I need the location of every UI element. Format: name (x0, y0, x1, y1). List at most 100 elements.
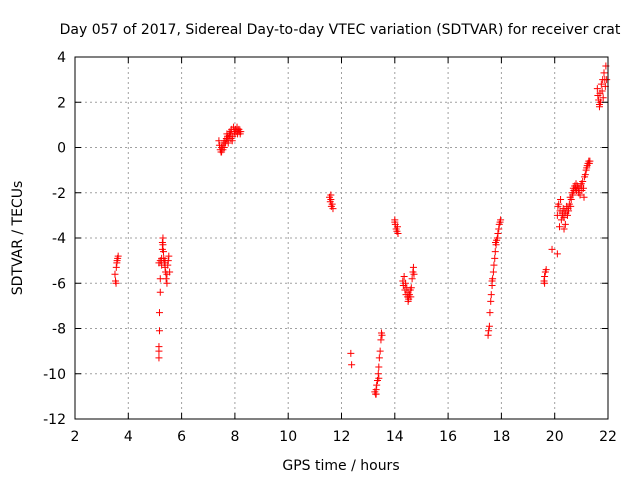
data-point (548, 245, 556, 253)
data-point (223, 130, 231, 138)
data-point (218, 148, 226, 156)
y-tick-label: -2 (52, 186, 66, 202)
data-point (401, 279, 409, 287)
data-point (224, 139, 232, 147)
data-point (491, 248, 499, 256)
data-point (328, 200, 336, 208)
grid-lines (75, 57, 608, 419)
data-point (393, 223, 401, 231)
data-point (569, 191, 577, 199)
data-point (563, 211, 571, 219)
y-tick-label: 4 (57, 50, 66, 66)
data-point (159, 248, 167, 256)
data-point (410, 270, 418, 278)
x-tick-label: 20 (546, 429, 564, 445)
data-point (586, 157, 594, 165)
data-points (111, 62, 611, 398)
data-point (486, 309, 494, 317)
data-point (373, 381, 381, 389)
x-tick-label: 6 (177, 429, 186, 445)
data-point (220, 144, 228, 151)
data-point (155, 354, 163, 362)
y-tick-label: 0 (57, 141, 66, 157)
data-point (159, 241, 167, 249)
data-point (155, 309, 163, 317)
data-point (492, 239, 500, 247)
y-tick-label: -4 (52, 231, 66, 247)
data-point (565, 207, 573, 215)
data-point (485, 327, 493, 335)
x-tick-label: 10 (279, 429, 297, 445)
data-point (375, 363, 383, 371)
data-point (555, 200, 563, 208)
x-tick-label: 18 (492, 429, 510, 445)
data-point (490, 261, 498, 269)
y-tick-label: -12 (43, 412, 66, 428)
data-point (593, 85, 601, 93)
y-tick-label: -6 (52, 276, 66, 292)
axis-ticks (74, 56, 609, 420)
data-point (567, 196, 575, 204)
data-point (391, 218, 399, 226)
data-point (553, 250, 561, 258)
data-point (555, 223, 563, 231)
data-point (159, 234, 167, 242)
data-point (598, 87, 606, 95)
data-point (156, 275, 164, 283)
data-point (561, 220, 569, 228)
data-point (485, 322, 493, 330)
data-point (160, 254, 168, 262)
data-point (541, 272, 549, 280)
y-axis-title: SDTVAR / TECUs (10, 181, 26, 296)
y-tick-label: -8 (52, 322, 66, 338)
data-point (487, 291, 495, 299)
data-point (497, 216, 505, 224)
data-point (164, 261, 172, 269)
x-tick-label: 22 (599, 429, 617, 445)
data-point (327, 191, 335, 199)
data-point (407, 293, 415, 301)
data-point (112, 263, 120, 271)
data-point (155, 343, 163, 351)
data-point (595, 103, 603, 111)
chart-title: Day 057 of 2017, Sidereal Day-to-day VTE… (60, 22, 621, 38)
data-point (495, 225, 503, 233)
data-point (112, 279, 120, 287)
x-tick-label: 8 (230, 429, 239, 445)
data-point (374, 370, 382, 378)
data-point (542, 266, 550, 274)
data-point (237, 128, 245, 136)
data-point (576, 191, 584, 199)
data-point (600, 69, 608, 77)
data-point (166, 268, 174, 276)
data-point (487, 297, 495, 305)
x-tick-label: 12 (333, 429, 351, 445)
x-tick-label: 4 (124, 429, 133, 445)
data-point (113, 257, 121, 265)
data-point (162, 275, 170, 283)
data-point (597, 80, 605, 88)
data-point (375, 354, 383, 362)
data-point (484, 331, 492, 339)
data-point (407, 284, 415, 292)
data-point (489, 268, 497, 276)
data-point (567, 202, 575, 210)
data-point (579, 184, 587, 192)
data-point (155, 327, 163, 335)
data-point (377, 336, 385, 344)
x-tick-label: 16 (439, 429, 457, 445)
data-point (400, 272, 408, 280)
y-tick-labels: 4 2 0 -2 -4 -6 -8 -10 -12 (43, 50, 66, 428)
data-point (541, 279, 549, 287)
data-point (603, 76, 611, 84)
x-tick-label: 2 (71, 429, 80, 445)
data-point (378, 331, 386, 339)
y-tick-label: -10 (43, 367, 66, 383)
data-point (408, 275, 416, 283)
data-point (347, 349, 355, 357)
data-point (165, 252, 173, 260)
data-point (560, 225, 568, 233)
data-point (114, 252, 122, 260)
data-point (394, 229, 402, 237)
